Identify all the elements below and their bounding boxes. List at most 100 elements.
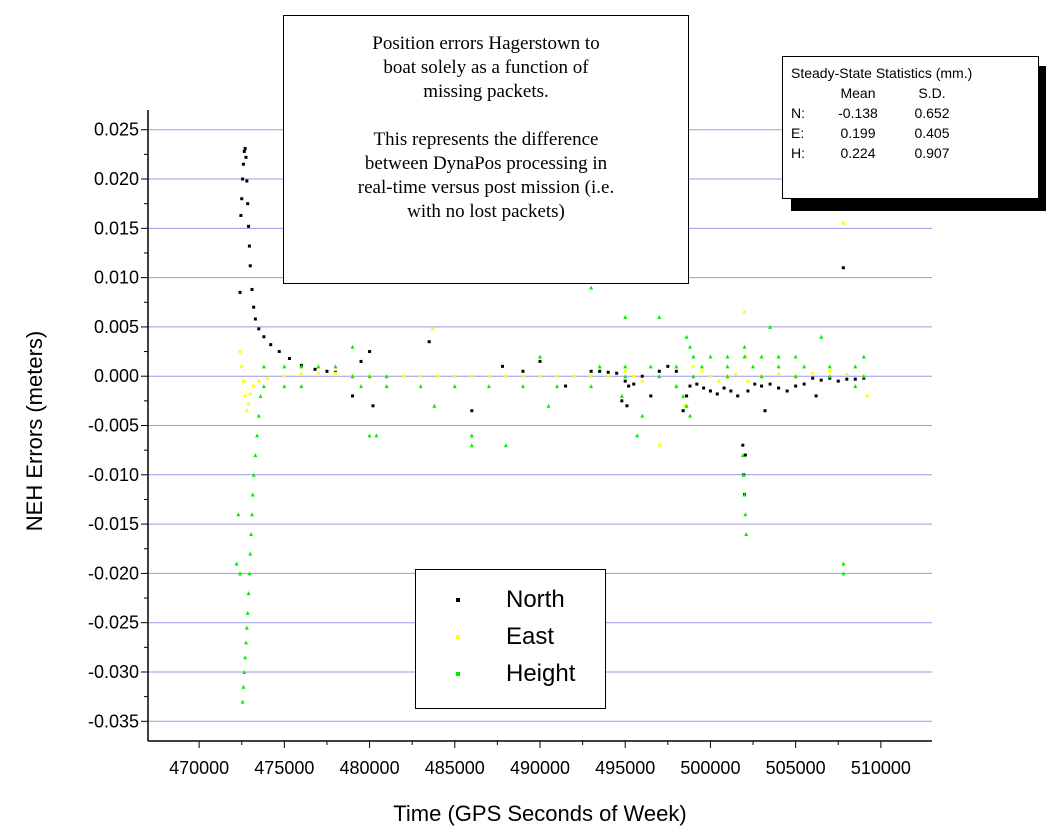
point-height (250, 492, 255, 497)
point-height (384, 384, 389, 389)
point-north (729, 389, 733, 393)
y-tick-label: 0.015 (94, 218, 139, 238)
point-height (333, 364, 338, 369)
point-east (865, 394, 869, 398)
point-north (313, 367, 317, 371)
point-height (699, 364, 704, 369)
point-height (725, 374, 730, 379)
point-height (452, 384, 457, 389)
point-height (759, 374, 764, 379)
point-height (241, 684, 246, 689)
y-tick-label: -0.035 (88, 711, 139, 731)
y-tick-label: 0.000 (94, 366, 139, 386)
legend-label-north: North (506, 586, 565, 613)
point-north (245, 179, 249, 183)
point-north (269, 343, 273, 347)
point-north (244, 155, 248, 159)
x-tick-label: 475000 (254, 758, 314, 778)
point-east (734, 372, 738, 376)
x-tick-label: 500000 (680, 758, 740, 778)
point-height (861, 354, 866, 359)
point-north (794, 384, 798, 388)
point-north (615, 371, 619, 375)
stats-row-e: E: 0.199 0.405 (791, 125, 967, 145)
point-east (632, 374, 636, 378)
legend-item-height: Height (438, 659, 575, 689)
point-north (277, 350, 281, 354)
point-north (777, 386, 781, 390)
point-height (234, 561, 239, 566)
point-east (282, 374, 286, 378)
y-tick-label: 0.005 (94, 317, 139, 337)
point-north (253, 317, 257, 321)
point-height (503, 443, 508, 448)
point-north (623, 379, 627, 383)
point-north (763, 409, 767, 413)
point-north (708, 389, 712, 393)
point-north (836, 379, 840, 383)
point-north (814, 394, 818, 398)
point-height (742, 492, 747, 497)
point-height (802, 364, 807, 369)
stats-row-label: H: (791, 145, 805, 161)
point-height (742, 344, 747, 349)
y-tick-label: 0.020 (94, 169, 139, 189)
point-east (243, 394, 247, 398)
point-north (241, 177, 245, 181)
legend-marker-north (438, 585, 478, 615)
x-tick-label: 490000 (510, 758, 570, 778)
point-north (241, 162, 245, 166)
point-north (248, 264, 252, 268)
stats-row-n: N: -0.138 0.652 (791, 105, 967, 125)
x-tick-label: 485000 (425, 758, 485, 778)
point-height (793, 374, 798, 379)
point-north (247, 224, 251, 228)
point-height (597, 364, 602, 369)
point-east (746, 379, 750, 383)
point-east (555, 374, 559, 378)
point-height (674, 384, 679, 389)
legend-item-east: East (438, 622, 554, 652)
point-north (685, 394, 689, 398)
point-height (350, 374, 355, 379)
point-east (333, 371, 337, 375)
point-height (861, 374, 866, 379)
point-height (245, 610, 250, 615)
stats-sd-value: 0.405 (914, 125, 950, 141)
point-east (245, 409, 249, 413)
legend-item-north: North (438, 585, 565, 615)
point-east (700, 369, 704, 373)
point-height (486, 384, 491, 389)
point-height (687, 413, 692, 418)
point-north (325, 369, 329, 373)
point-north (688, 384, 692, 388)
point-height (299, 384, 304, 389)
point-east (708, 374, 712, 378)
point-height (640, 413, 645, 418)
point-height (623, 315, 628, 320)
x-tick-label: 510000 (851, 758, 911, 778)
point-east (606, 374, 610, 378)
stats-header-mean: Mean (840, 85, 876, 101)
point-north (250, 287, 254, 291)
y-tick-label: -0.010 (88, 465, 139, 485)
stats-mean-value: 0.199 (840, 125, 876, 141)
point-height (418, 384, 423, 389)
point-north (819, 378, 823, 382)
point-east (777, 372, 781, 376)
point-north (627, 384, 631, 388)
point-height (538, 354, 542, 359)
point-east (521, 374, 525, 378)
point-east (247, 402, 251, 406)
point-height (469, 433, 474, 438)
point-north (702, 386, 706, 390)
stats-sd-value: 0.907 (914, 145, 950, 161)
point-height (367, 433, 372, 438)
point-height (648, 364, 653, 369)
point-height (674, 364, 679, 369)
point-north (427, 340, 431, 344)
point-east (241, 379, 245, 383)
point-height (469, 443, 474, 448)
point-height (261, 364, 266, 369)
